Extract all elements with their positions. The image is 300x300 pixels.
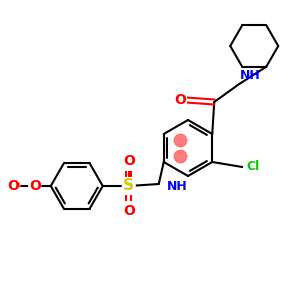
Text: O: O: [8, 179, 20, 193]
Text: O: O: [29, 179, 41, 193]
Text: O: O: [123, 204, 135, 218]
Text: S: S: [123, 178, 134, 194]
Text: NH: NH: [167, 179, 188, 193]
Text: O: O: [174, 93, 186, 107]
Text: NH: NH: [240, 69, 261, 82]
Text: Cl: Cl: [246, 160, 260, 173]
Text: O: O: [7, 179, 19, 193]
Text: O: O: [123, 154, 135, 168]
